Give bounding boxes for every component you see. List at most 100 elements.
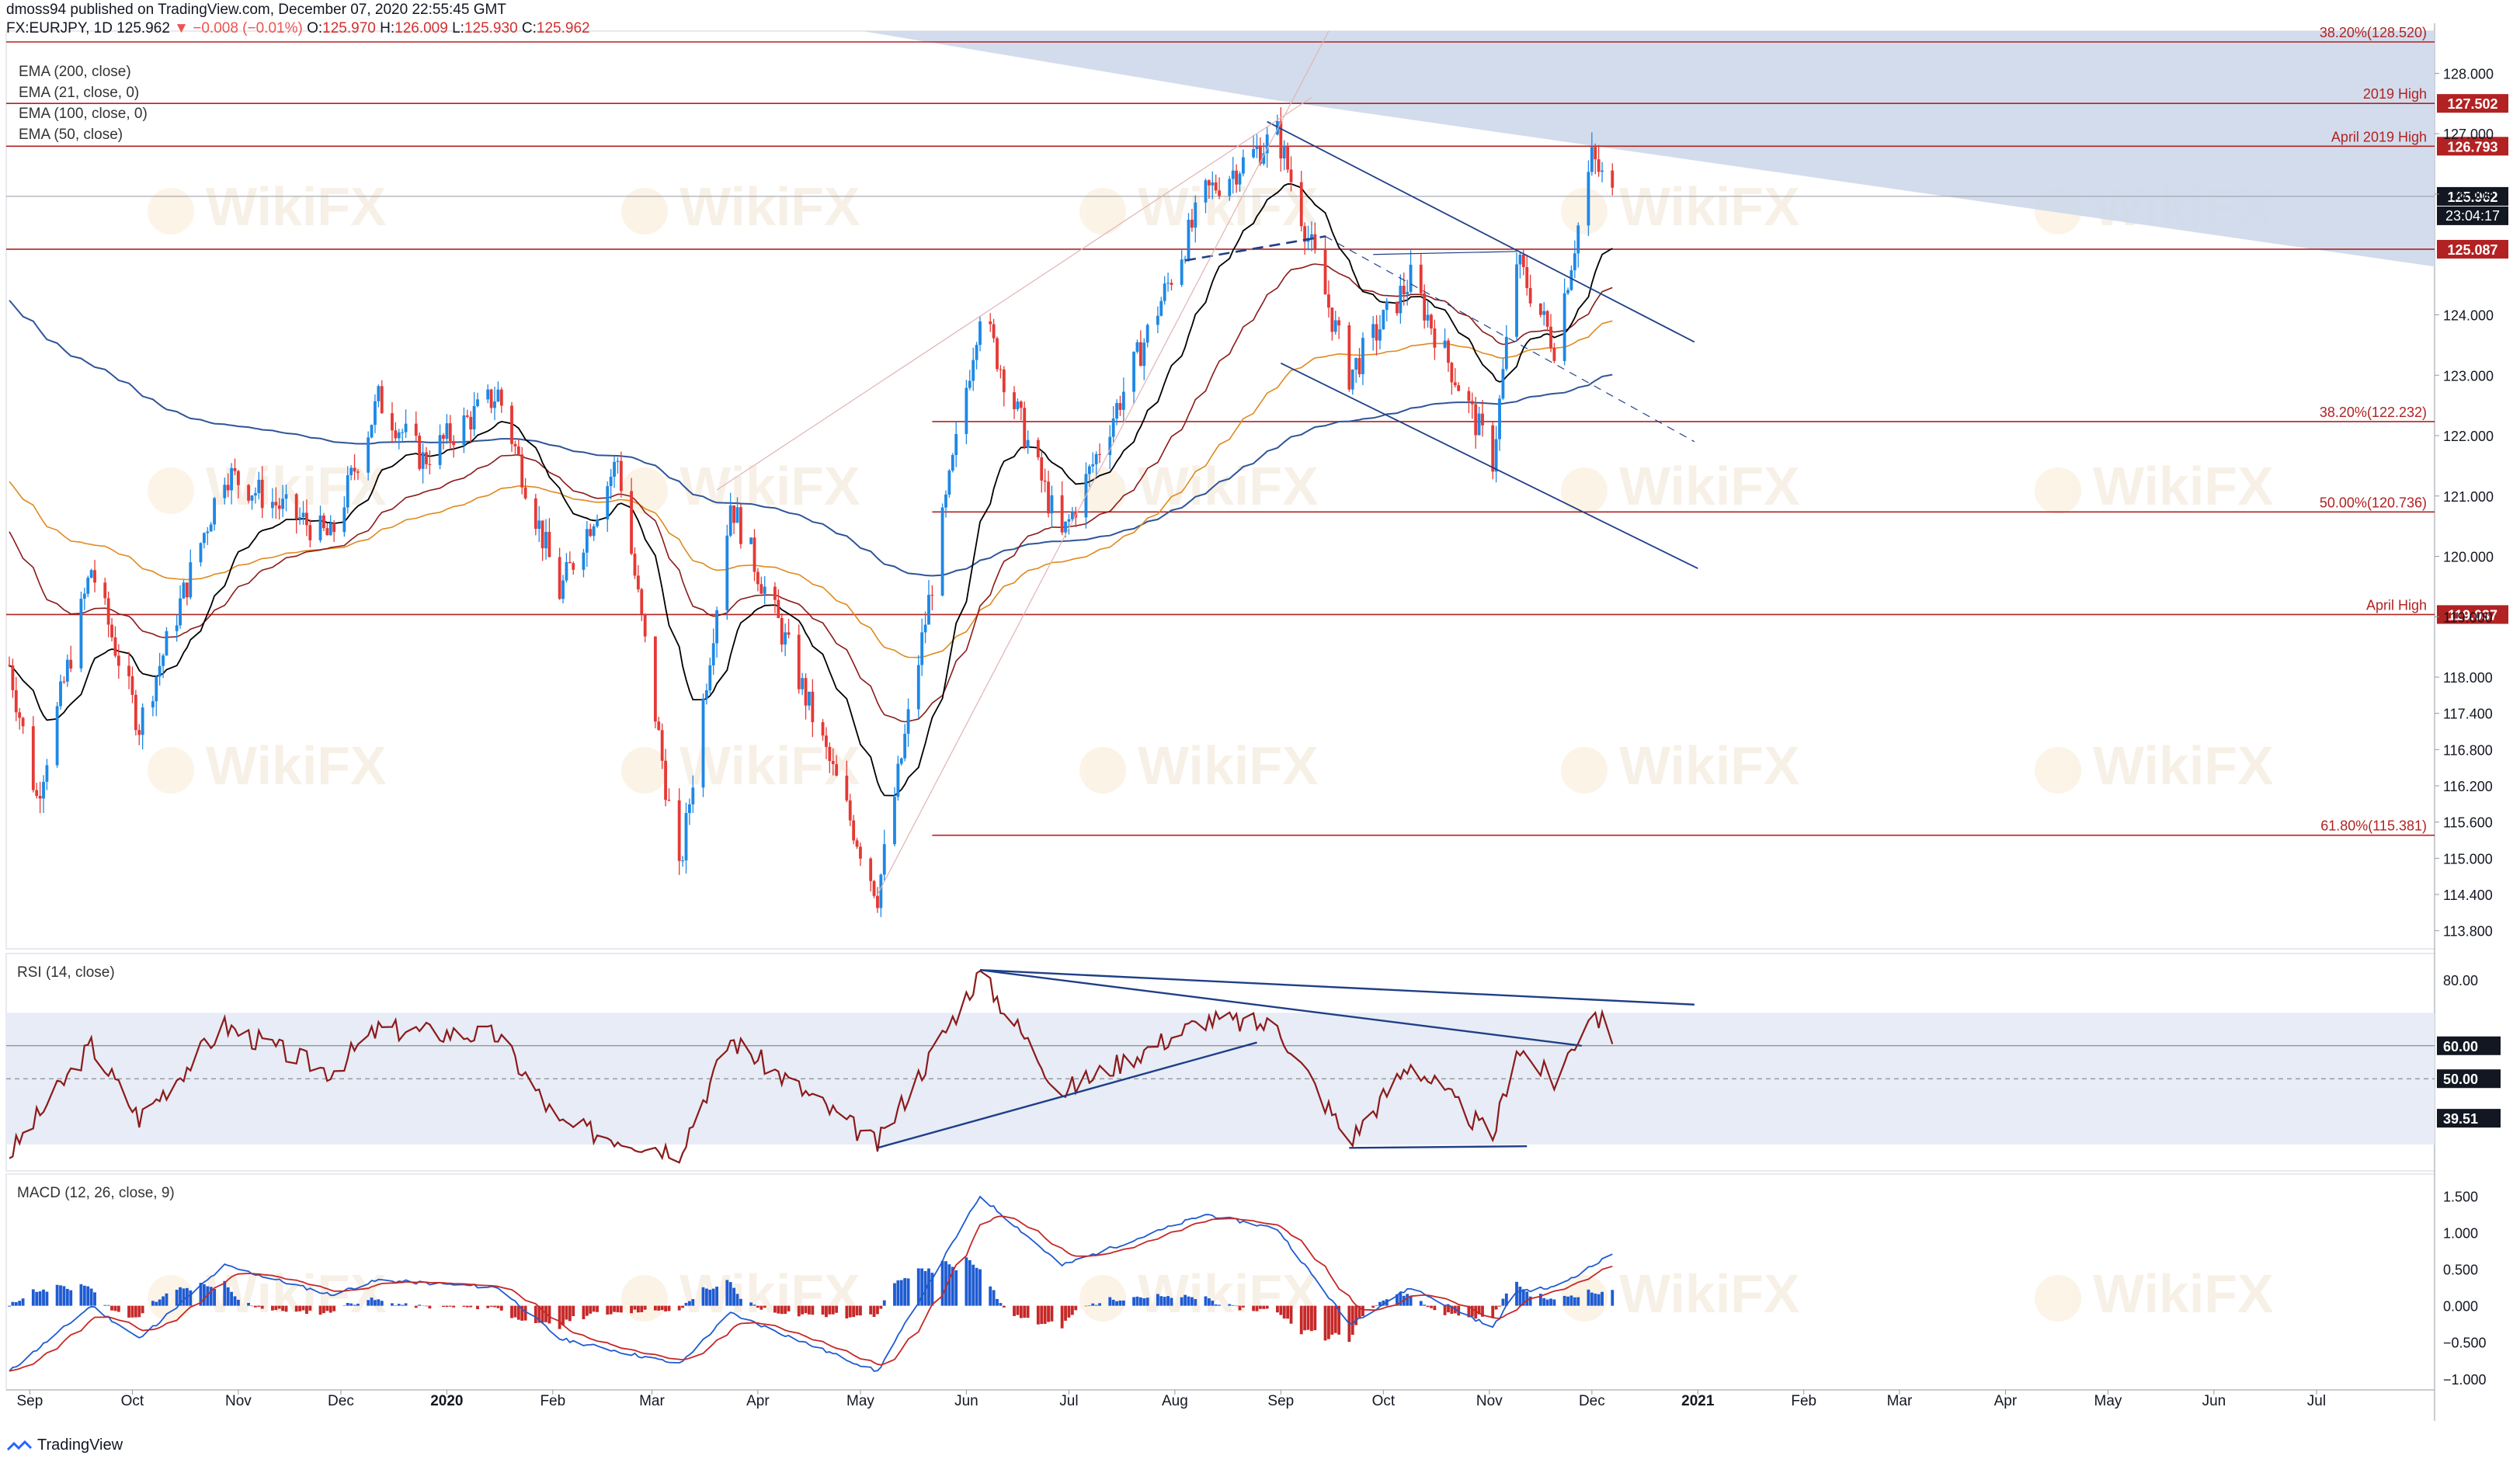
watermark-text: WikiFX [2093, 456, 2274, 516]
candle [801, 672, 805, 696]
candle [1067, 514, 1071, 535]
macd-bar [780, 1305, 784, 1315]
macd-bar [619, 1305, 623, 1313]
wikifx-logo-icon [621, 1275, 668, 1322]
macd-bar [82, 1285, 86, 1306]
candle [113, 626, 117, 658]
candle [322, 512, 325, 532]
candle-body [1406, 291, 1409, 295]
macd-bar [130, 1305, 134, 1318]
macd-bar [739, 1298, 742, 1306]
rsi-line [9, 970, 1614, 1164]
candle [189, 549, 193, 600]
candle [749, 537, 753, 545]
candle-body [1518, 254, 1522, 265]
candle-body [113, 637, 117, 656]
candle-body [209, 524, 213, 532]
macd-bar [664, 1305, 667, 1311]
macd-bar [732, 1287, 736, 1306]
candle [462, 407, 466, 453]
candle [182, 580, 186, 599]
candle-body [920, 632, 924, 665]
macd-bar [31, 1289, 35, 1306]
macd-bar [1002, 1305, 1006, 1308]
candle [1235, 164, 1239, 193]
candle [1313, 222, 1317, 254]
macd-bar [499, 1305, 503, 1311]
candle [428, 450, 432, 474]
candle [1498, 394, 1501, 451]
candle [1474, 397, 1478, 449]
candle [1396, 301, 1399, 316]
macd-bar [1396, 1294, 1399, 1306]
candle [199, 542, 203, 567]
candle [448, 415, 452, 450]
candle-body [397, 432, 401, 439]
macd-bar [322, 1305, 325, 1314]
macd-bar [1611, 1290, 1615, 1306]
candle [179, 585, 182, 629]
high-label: H: [380, 20, 395, 36]
candle [1204, 178, 1208, 214]
macd-bar [1303, 1305, 1307, 1331]
candle [893, 787, 896, 847]
candle [353, 454, 356, 481]
candle [18, 707, 22, 730]
macd-bar [253, 1305, 257, 1308]
macd-bar [141, 1305, 144, 1314]
candle-body [845, 775, 849, 801]
macd-bar [179, 1287, 182, 1306]
macd-bar [1361, 1305, 1364, 1317]
candle [370, 424, 374, 439]
candle-body [499, 389, 503, 406]
tradingview-footer[interactable]: TradingView [6, 1436, 123, 1454]
candle [21, 716, 25, 735]
macd-bar [1528, 1296, 1532, 1306]
macd-bar [1504, 1293, 1508, 1306]
candle [1337, 316, 1341, 339]
candle [270, 488, 274, 519]
x-tick-label: Dec [328, 1393, 354, 1409]
candle [1450, 362, 1454, 395]
candle-body [253, 493, 257, 496]
macd-bar [808, 1305, 811, 1315]
candle [1289, 156, 1293, 192]
macd-bar [489, 1305, 493, 1307]
macd-bar [640, 1305, 644, 1312]
candle-body [21, 717, 25, 727]
y-tick-label: 124.000 [2443, 307, 2494, 323]
candle [1594, 143, 1597, 175]
candle-body [346, 474, 349, 508]
candle [735, 497, 739, 523]
macd-bar [35, 1291, 39, 1306]
candle-body [1040, 457, 1044, 481]
candle [1180, 250, 1184, 287]
watermark-text: WikiFX [1619, 176, 1800, 237]
candle [260, 466, 264, 519]
candle-body [1252, 148, 1256, 158]
candle [301, 501, 305, 525]
candle [445, 414, 449, 444]
rsi-tag [2437, 1069, 2501, 1089]
candle-body [1542, 311, 1546, 315]
candle-body [708, 665, 712, 691]
candle [155, 675, 158, 717]
candle [1050, 485, 1054, 528]
macd-bar [370, 1298, 374, 1306]
candle-body [1573, 253, 1576, 271]
candle [1457, 382, 1461, 391]
macd-bar [589, 1305, 593, 1314]
candle [1170, 279, 1173, 291]
candle [257, 471, 261, 500]
macd-bar [893, 1283, 896, 1306]
low-value: 125.930 [464, 20, 518, 36]
candle [1470, 392, 1474, 419]
candle [940, 503, 944, 597]
candle-body [106, 598, 110, 625]
candle-body [1470, 401, 1474, 405]
candle [82, 587, 86, 610]
x-tick-label: Nov [1476, 1393, 1503, 1409]
candle [213, 496, 216, 531]
candle-body [1156, 315, 1159, 325]
